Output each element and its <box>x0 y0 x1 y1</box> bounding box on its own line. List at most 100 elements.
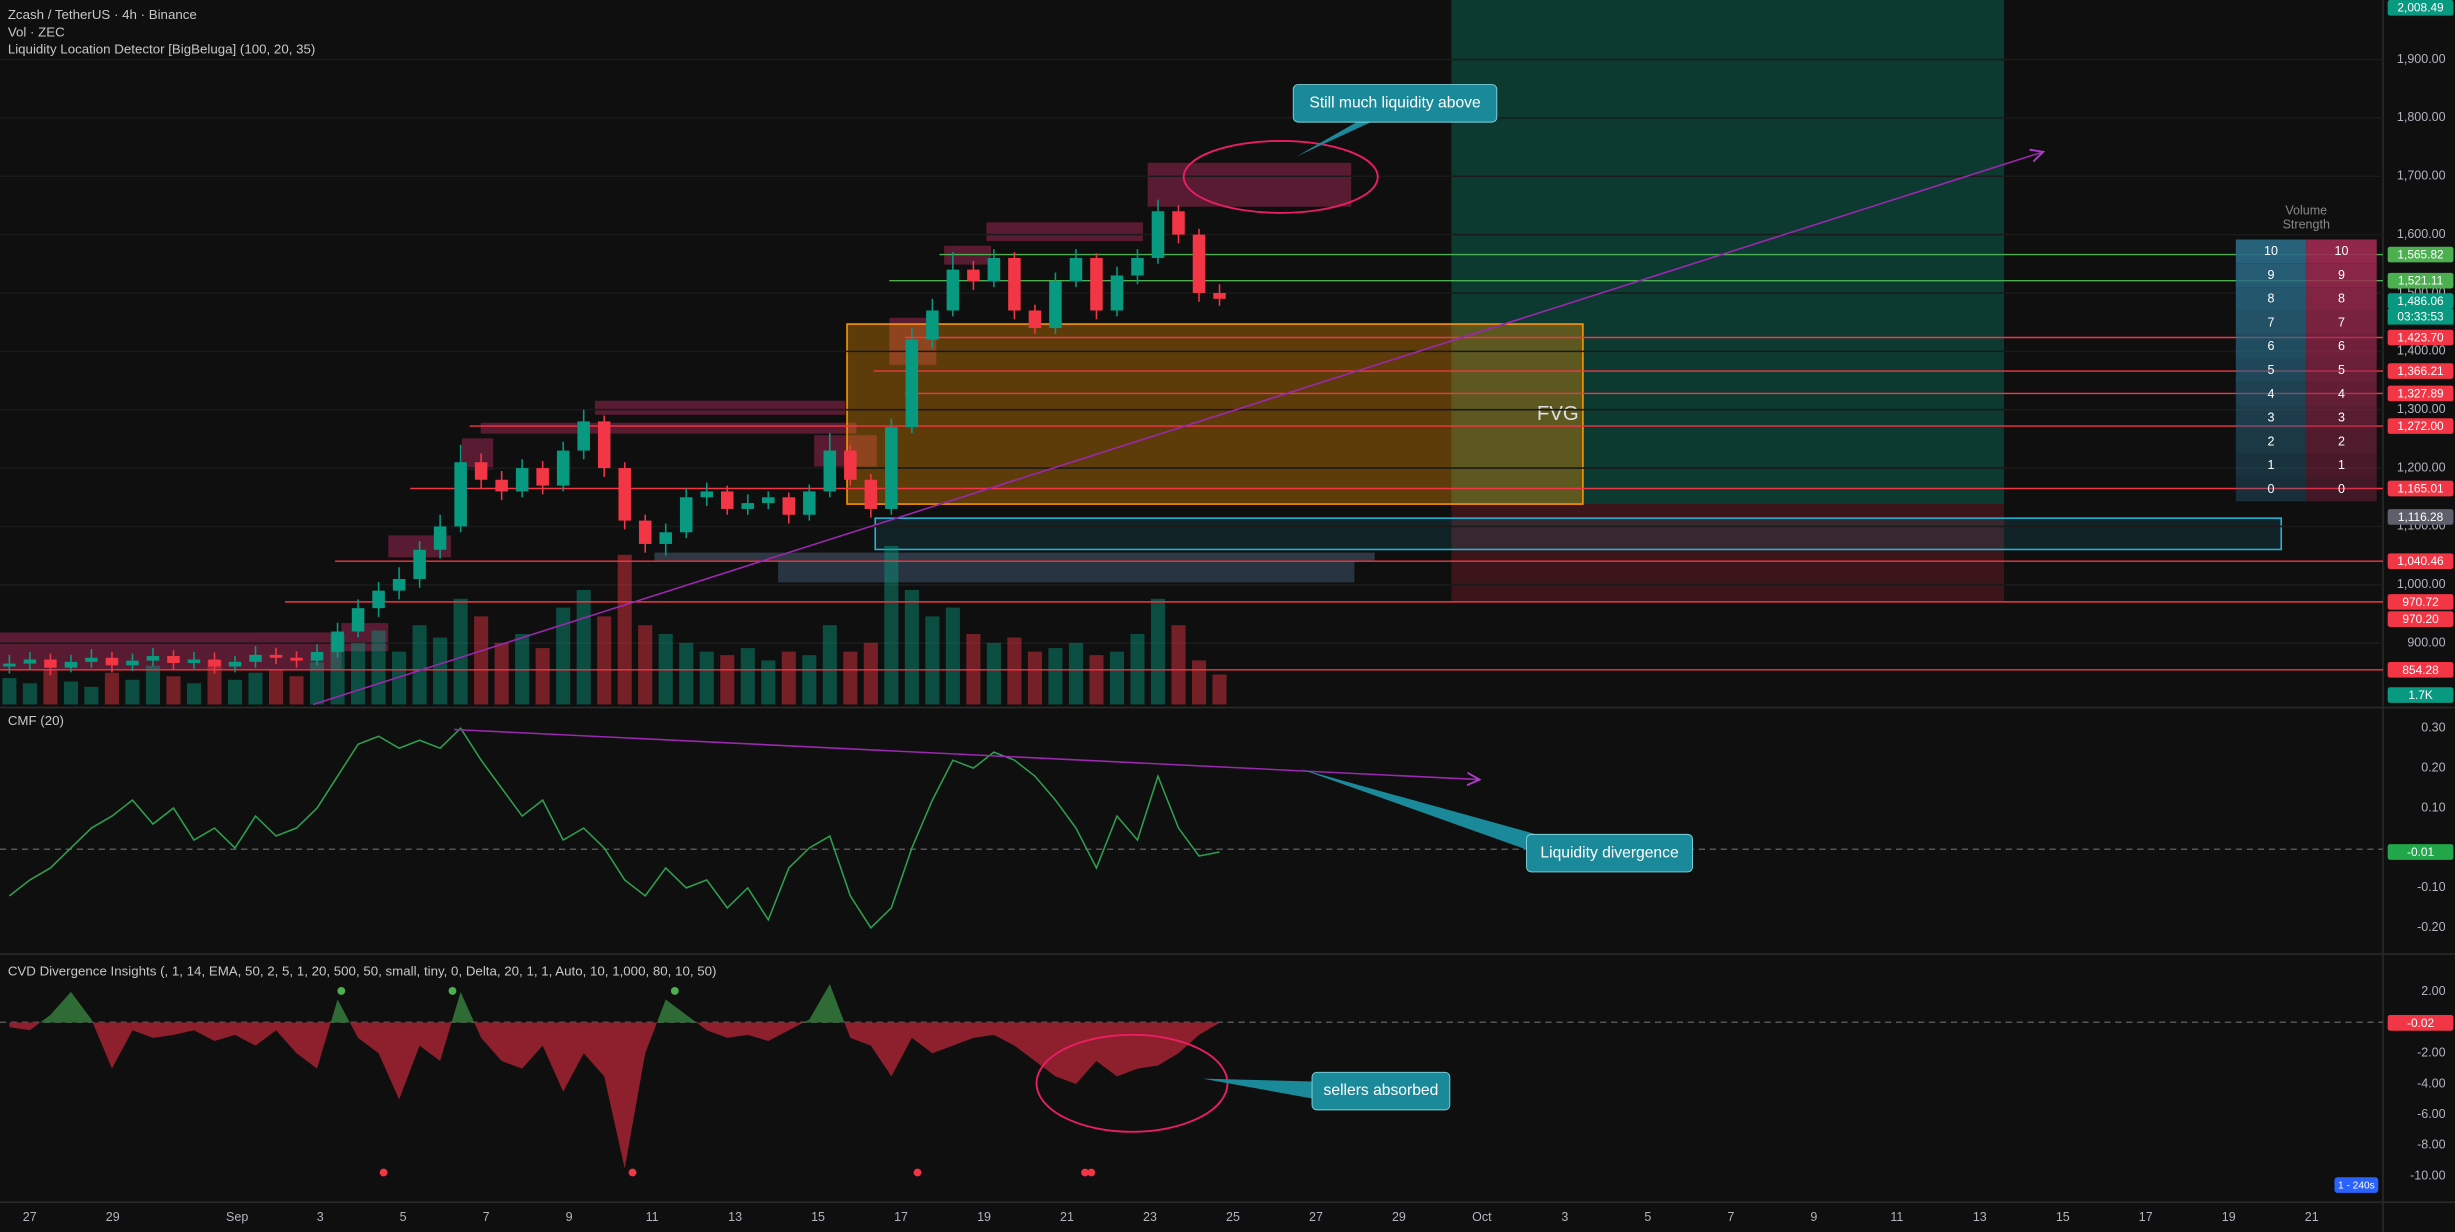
level-label-bg <box>2387 594 2454 610</box>
level-label-bg <box>2387 553 2454 570</box>
table-cell <box>2235 239 2307 264</box>
volume-title: Vol · ZEC <box>8 24 65 39</box>
level-label: 1,565.82 <box>2397 247 2443 261</box>
table-value: 3 <box>2338 411 2345 425</box>
candle-body <box>44 659 57 668</box>
candle-body <box>454 462 467 527</box>
y-tick-label: 1,000.00 <box>2397 577 2446 591</box>
table-cell <box>2235 429 2307 454</box>
y-tick-label: -0.10 <box>2417 880 2446 894</box>
level-label-bg <box>2387 480 2454 497</box>
volume-bar <box>1068 642 1083 705</box>
y-tick-label: 1,600.00 <box>2397 227 2446 241</box>
volume-label-bg <box>2387 687 2454 703</box>
table-cell <box>2306 263 2377 288</box>
level-label: 1,521.11 <box>2398 274 2444 288</box>
y-tick-label: 1,400.00 <box>2397 344 2446 358</box>
countdown: 03:33:53 <box>2397 310 2444 324</box>
table-value: 2 <box>2338 434 2345 448</box>
candle-body <box>3 663 16 667</box>
x-tick-label: 7 <box>483 1210 490 1224</box>
candle-body <box>926 310 939 340</box>
volume-bar <box>63 681 78 705</box>
volume-bar <box>145 665 161 705</box>
table-title: Volume <box>2285 204 2327 218</box>
table-value: 3 <box>2268 411 2275 425</box>
volume-bar <box>1150 598 1166 705</box>
volume-bar <box>1007 637 1022 705</box>
table-value: 0 <box>2268 482 2275 496</box>
volume-bar <box>268 669 284 705</box>
candle-body <box>64 661 78 668</box>
candle-body <box>1049 281 1062 329</box>
symbol-title: Zcash / TetherUS · 4h · Binance <box>8 7 197 22</box>
candle-body <box>474 462 488 480</box>
volume-bar <box>433 637 448 705</box>
table-value: 8 <box>2338 292 2345 306</box>
y-tick-label: -0.20 <box>2417 920 2446 934</box>
volume-bar <box>166 676 181 705</box>
x-tick-label: 27 <box>1309 1210 1323 1224</box>
zone <box>341 623 389 652</box>
candle-body <box>331 631 344 652</box>
x-tick-label: 3 <box>1561 1210 1568 1224</box>
x-tick-label: 19 <box>977 1210 991 1224</box>
candle-body <box>1172 211 1185 235</box>
candle-body <box>126 660 139 666</box>
x-tick-label: 15 <box>2056 1210 2070 1224</box>
zone <box>654 552 1375 561</box>
candle-body <box>556 450 570 486</box>
volume-bar <box>802 655 817 705</box>
x-tick-label: 9 <box>566 1210 573 1224</box>
dot <box>913 1168 922 1177</box>
candle-body <box>577 421 590 451</box>
x-tick-label: 3 <box>317 1210 324 1224</box>
zone <box>778 560 1355 583</box>
volume-bar <box>248 672 263 705</box>
signal-dots <box>337 987 1096 1177</box>
table-value: 9 <box>2268 268 2275 282</box>
level-label-bg <box>2387 509 2454 525</box>
volume-bar <box>535 648 550 705</box>
trend-arrow <box>312 152 2043 706</box>
zone <box>986 222 1143 242</box>
volume-bar <box>43 669 58 705</box>
candle-body <box>290 657 303 661</box>
candle-body <box>85 657 98 662</box>
volume-bar <box>1027 651 1042 705</box>
volume-bar <box>474 616 489 705</box>
callout-text: sellers absorbed <box>1324 1082 1439 1099</box>
volume-bar <box>945 607 960 705</box>
x-tick-label: 19 <box>2222 1210 2236 1224</box>
y-tick-label: 1,700.00 <box>2397 169 2446 183</box>
candle-body <box>1069 257 1083 282</box>
volume-bar <box>84 686 99 705</box>
indicator-title: Liquidity Location Detector [BigBeluga] … <box>8 42 316 57</box>
candle-body <box>351 608 365 632</box>
volume-bar <box>597 616 612 705</box>
table-value: 1 <box>2268 458 2275 472</box>
y-tick-label: 1,800.00 <box>2397 110 2446 124</box>
table-value: 10 <box>2335 244 2349 258</box>
candle-body <box>413 549 426 579</box>
candle-body <box>23 659 37 664</box>
level-label: 1,366.21 <box>2397 364 2444 378</box>
volume-bar <box>740 648 755 705</box>
y-tick-label: 0.20 <box>2421 760 2445 774</box>
last-value: -0.01 <box>2407 845 2434 859</box>
callout-text: Liquidity divergence <box>1540 844 1678 861</box>
level-label: 1,327.89 <box>2397 386 2444 400</box>
table-value: 8 <box>2268 292 2275 306</box>
volume-bar <box>453 598 468 705</box>
volume-bar <box>904 589 919 705</box>
volume-label: 1.7K <box>2408 688 2433 702</box>
zone <box>594 400 846 415</box>
x-tick-label: Oct <box>1472 1210 1492 1224</box>
volume-bar <box>22 683 37 705</box>
candle-body <box>310 651 324 661</box>
table-cell <box>2306 334 2377 359</box>
volume-bar <box>2 678 17 705</box>
candle-body <box>885 427 898 509</box>
volume-bar <box>720 655 735 705</box>
